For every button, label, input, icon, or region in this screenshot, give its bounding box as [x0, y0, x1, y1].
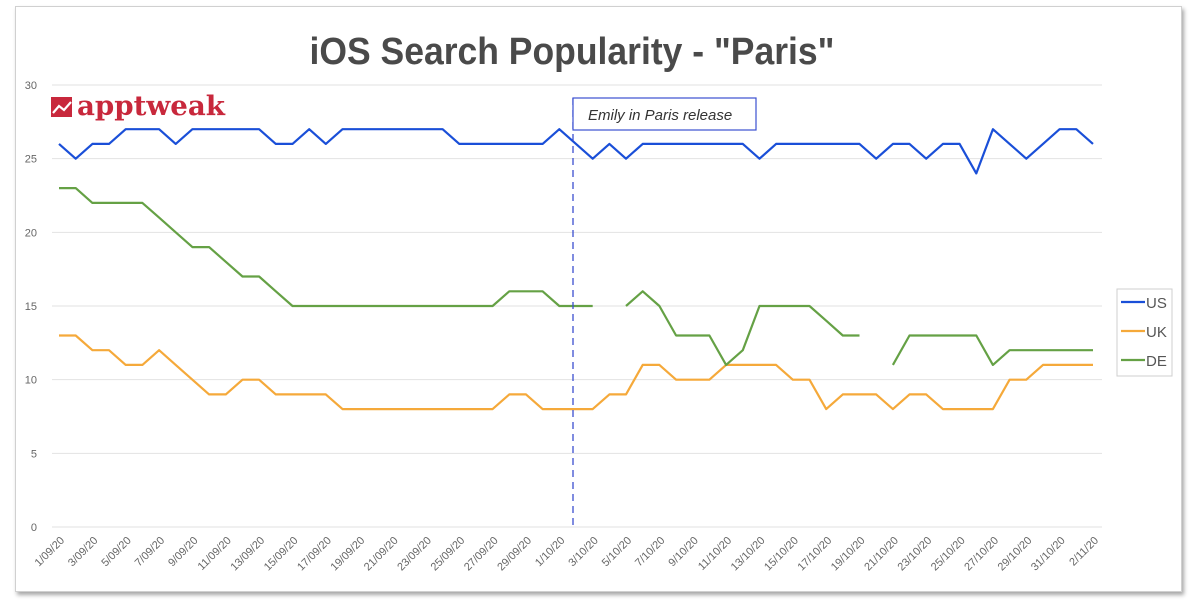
legend: US UK DE	[1116, 288, 1173, 377]
series-line-de	[891, 334, 1093, 366]
x-tick-label: 21/10/20	[862, 535, 901, 574]
annotation-label: Emily in Paris release	[588, 107, 732, 124]
x-tick-label: 5/10/20	[600, 535, 634, 569]
x-tick-label: 19/09/20	[329, 535, 368, 574]
annotation-box	[572, 97, 757, 131]
x-tick-label: 11/10/20	[696, 535, 734, 573]
x-axis-ticks: 1/09/203/09/205/09/207/09/209/09/2011/09…	[33, 535, 1101, 574]
x-tick-label: 17/10/20	[796, 535, 835, 574]
series-line-uk	[59, 334, 1093, 411]
y-tick-label: 0	[31, 522, 37, 534]
series-line-de	[59, 187, 593, 308]
x-tick-label: 19/10/20	[829, 535, 868, 574]
y-tick-label: 10	[25, 375, 37, 387]
x-tick-label: 29/10/20	[996, 535, 1035, 574]
x-tick-label: 23/09/20	[395, 535, 434, 574]
x-tick-label: 1/09/20	[33, 535, 67, 569]
x-tick-label: 5/09/20	[99, 535, 133, 569]
x-tick-label: 23/10/20	[896, 535, 935, 574]
y-axis-ticks: 0 5 10 15 20 25 30	[25, 80, 37, 534]
series-line-us	[58, 128, 1094, 175]
x-tick-label: 7/10/20	[633, 535, 667, 569]
x-tick-label: 31/10/20	[1029, 535, 1068, 574]
y-tick-label: 5	[31, 448, 37, 460]
legend-label: DE	[1146, 353, 1167, 370]
logo-trend-icon	[52, 101, 72, 114]
annotation: Emily in Paris release	[572, 97, 757, 527]
x-tick-label: 29/09/20	[495, 535, 534, 574]
chart-title: iOS Search Popularity - "Paris"	[310, 31, 835, 73]
x-tick-label: 25/09/20	[429, 535, 468, 574]
y-tick-label: 20	[25, 227, 37, 239]
x-tick-label: 27/10/20	[962, 535, 1001, 574]
x-tick-label: 3/10/20	[566, 535, 600, 569]
y-tick-label: 25	[25, 154, 37, 166]
x-tick-label: 1/10/20	[533, 535, 567, 569]
series-lines	[58, 128, 1094, 411]
x-tick-label: 11/09/20	[196, 535, 234, 573]
logo-text: apptweak	[77, 91, 226, 122]
x-tick-label: 13/09/20	[228, 535, 267, 574]
x-tick-label: 3/09/20	[66, 535, 100, 569]
x-tick-label: 25/10/20	[929, 535, 968, 574]
apptweak-logo: apptweak	[51, 91, 226, 122]
x-tick-label: 2/11/20	[1067, 535, 1101, 569]
legend-label: UK	[1146, 324, 1167, 341]
y-tick-label: 30	[25, 80, 37, 92]
x-tick-label: 21/09/20	[362, 535, 401, 574]
legend-label: US	[1146, 295, 1167, 312]
x-tick-label: 27/09/20	[462, 535, 501, 574]
series-line-de	[625, 290, 860, 366]
x-tick-label: 13/10/20	[729, 535, 768, 574]
y-tick-label: 15	[25, 301, 37, 313]
x-tick-label: 17/09/20	[295, 535, 334, 574]
x-tick-label: 7/09/20	[133, 535, 167, 569]
x-tick-label: 15/10/20	[762, 535, 801, 574]
x-tick-label: 15/09/20	[262, 535, 301, 574]
